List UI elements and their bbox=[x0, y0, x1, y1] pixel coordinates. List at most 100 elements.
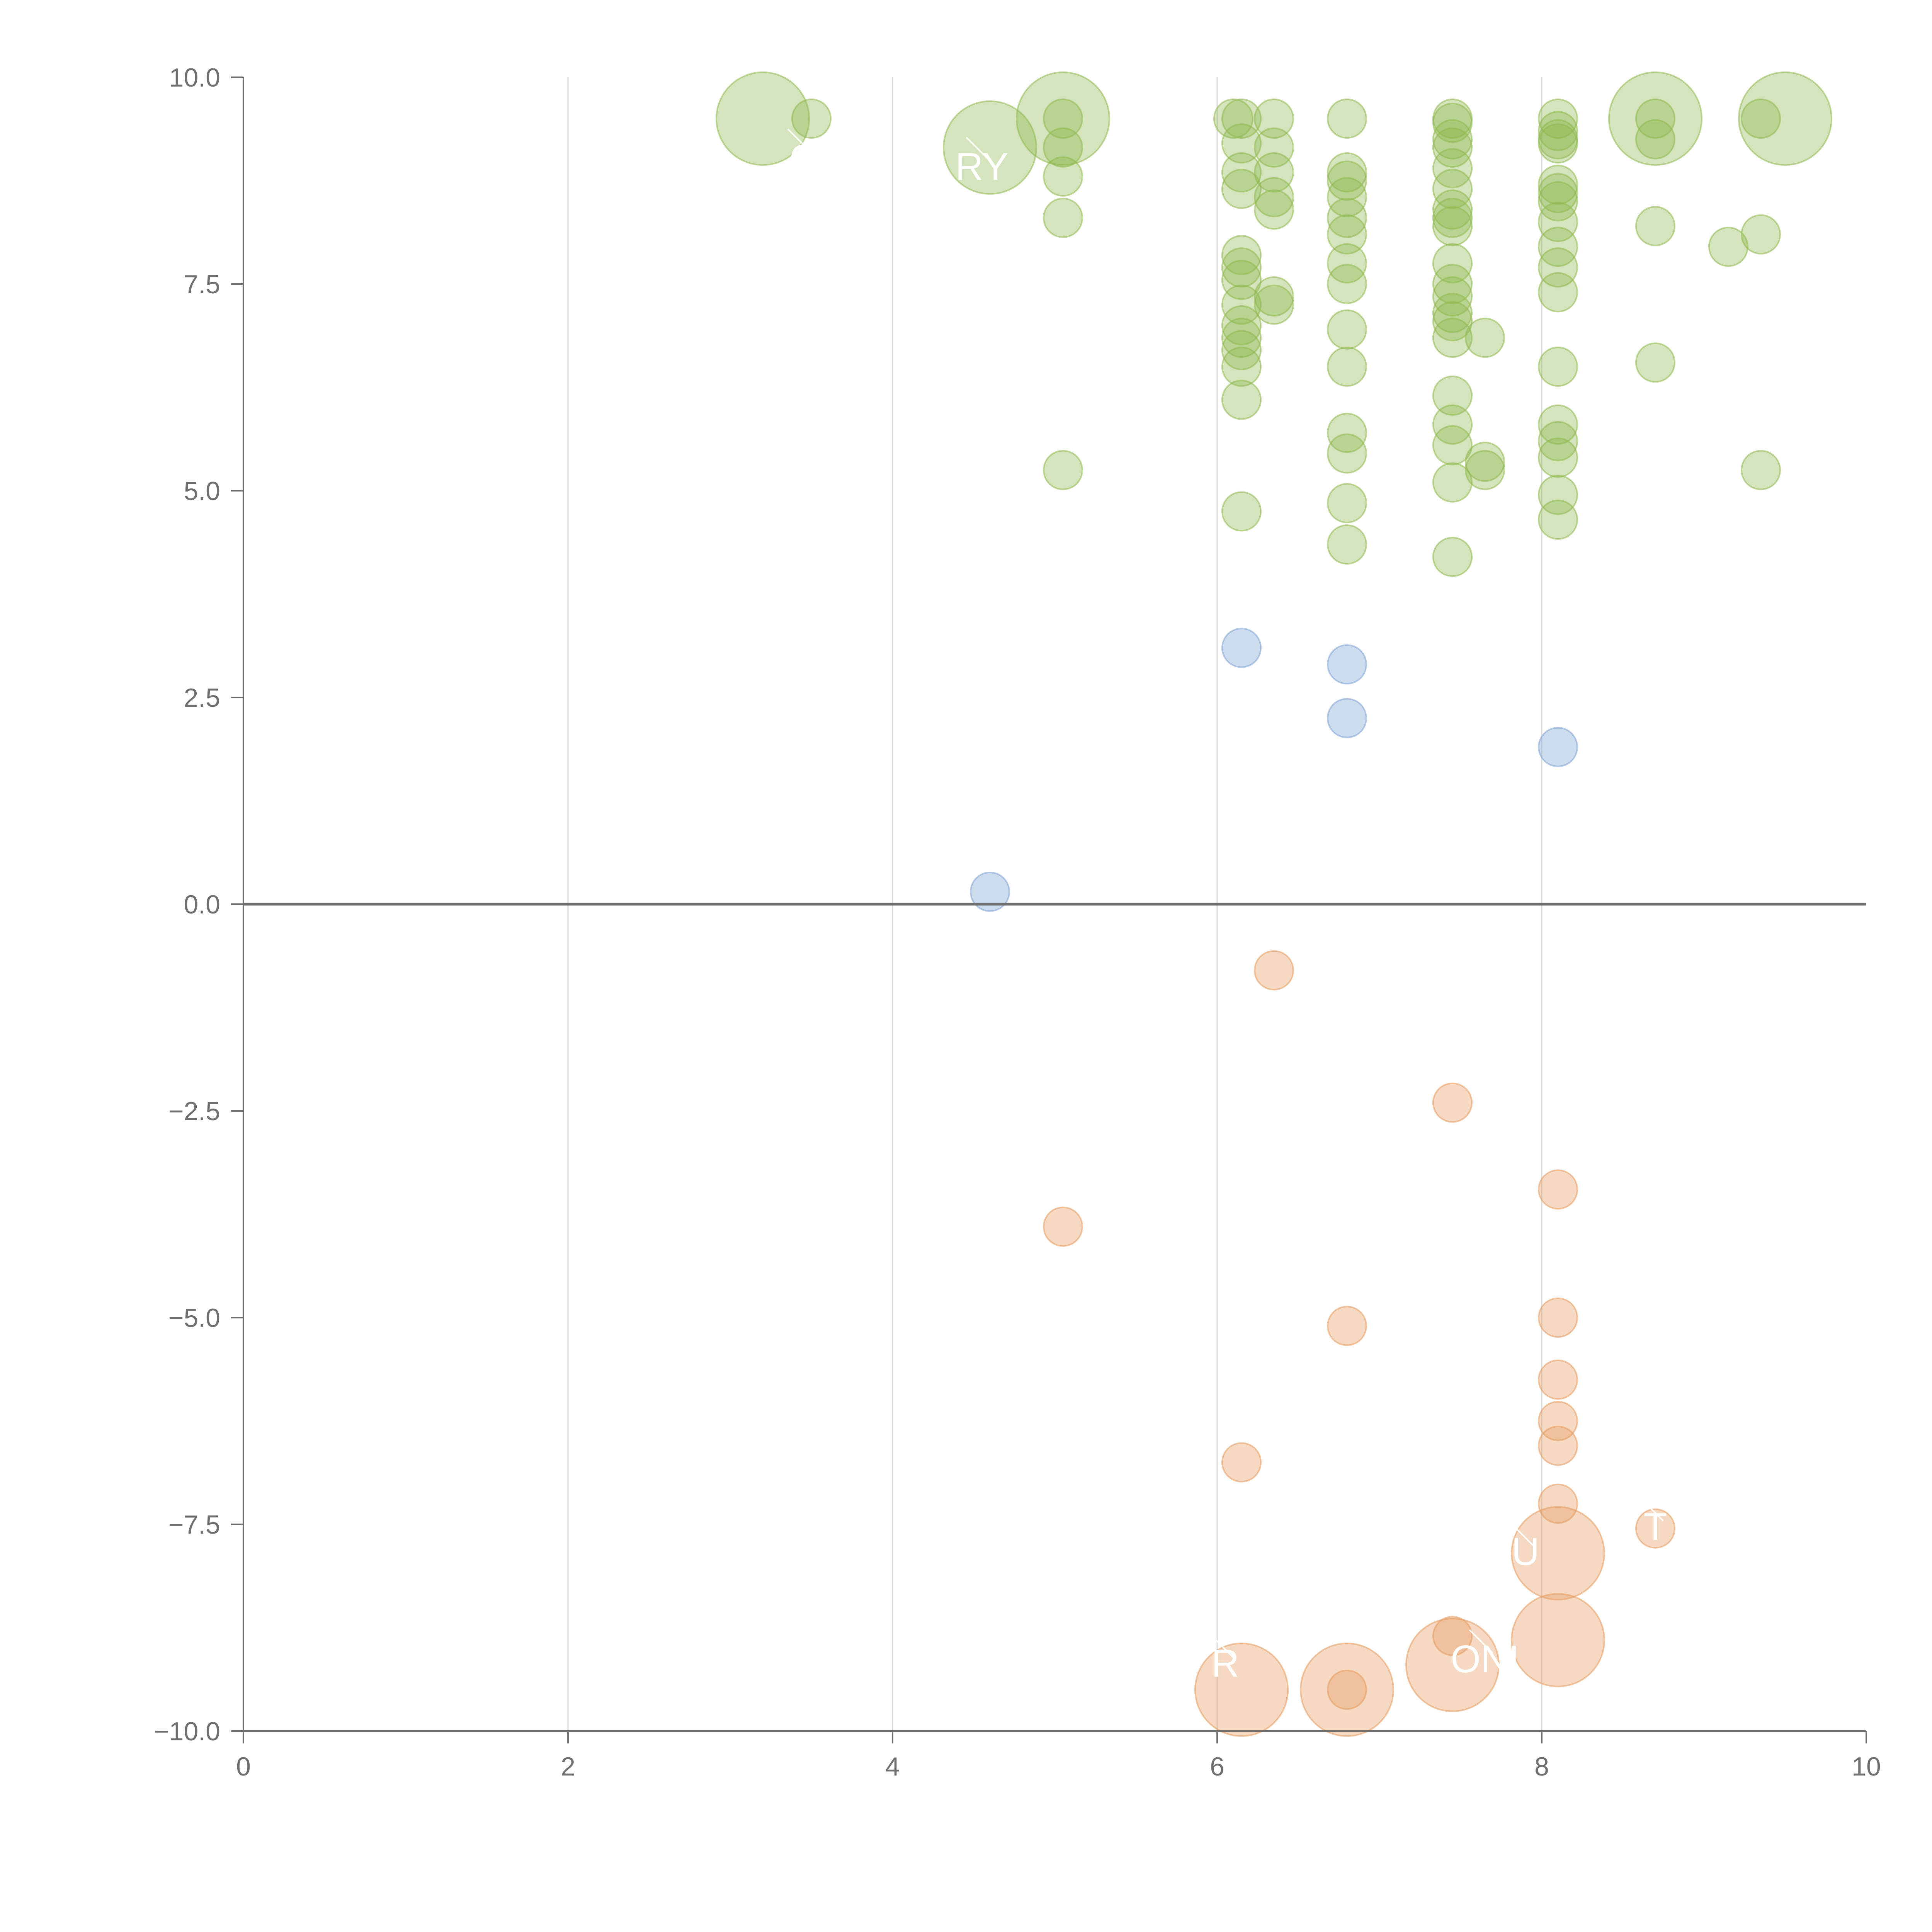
data-point-green bbox=[1538, 165, 1578, 205]
data-point-green bbox=[1432, 206, 1473, 247]
data-point-green bbox=[1221, 318, 1262, 358]
data-point-green bbox=[1741, 450, 1781, 490]
data-point-green bbox=[1221, 330, 1262, 371]
data-point-green bbox=[1538, 202, 1578, 242]
callout-leader-line bbox=[966, 136, 990, 161]
data-point-green bbox=[1432, 119, 1473, 160]
callout-label: U bbox=[1512, 1530, 1539, 1573]
data-point-green bbox=[1538, 437, 1578, 478]
data-point-green bbox=[1538, 347, 1578, 387]
y-tick-label: 0.0 bbox=[184, 890, 220, 919]
data-point-orange bbox=[1432, 1082, 1473, 1123]
data-point-green bbox=[1538, 111, 1578, 151]
data-point-green bbox=[1432, 127, 1473, 168]
data-point-green bbox=[1221, 123, 1262, 164]
data-point-green bbox=[1327, 160, 1367, 201]
data-point-green bbox=[1538, 226, 1578, 267]
data-point-orange bbox=[1511, 1506, 1605, 1600]
data-point-green bbox=[1327, 524, 1367, 565]
y-axis-ticks: 10.0 7.5 5.0 2.5 0.0 −2.5 −5.0 −7.5 −10.0 bbox=[154, 63, 243, 1746]
callout-leader-line bbox=[1639, 1497, 1664, 1522]
data-point-green bbox=[1538, 99, 1578, 139]
data-point-green bbox=[1635, 119, 1675, 160]
data-point-green bbox=[1221, 260, 1262, 300]
data-point-green bbox=[1432, 243, 1473, 284]
callout-label: T bbox=[1643, 1505, 1667, 1549]
x-tick-label: 2 bbox=[561, 1752, 575, 1781]
data-point-green bbox=[1327, 177, 1367, 218]
data-point-green bbox=[1327, 197, 1367, 238]
data-point-green bbox=[1221, 284, 1262, 325]
y-tick-label: 2.5 bbox=[184, 683, 220, 713]
callout-leader-line bbox=[1469, 1629, 1493, 1654]
callout-leader-lines bbox=[787, 128, 1664, 1658]
callout-label: RY bbox=[955, 145, 1008, 188]
data-point-green bbox=[1254, 99, 1294, 139]
data-point-green bbox=[1327, 243, 1367, 284]
x-tick-label: 4 bbox=[885, 1752, 900, 1781]
data-point-green bbox=[716, 71, 810, 166]
data-point-green bbox=[1432, 168, 1473, 209]
data-point-green bbox=[1465, 450, 1505, 490]
data-point-green bbox=[1538, 181, 1578, 221]
data-point-green bbox=[1432, 537, 1473, 577]
y-tick-label: −7.5 bbox=[168, 1510, 220, 1539]
data-point-green bbox=[1465, 318, 1505, 358]
data-point-orange bbox=[1043, 1206, 1083, 1247]
data-point-green bbox=[1254, 152, 1294, 193]
data-point-green bbox=[1741, 214, 1781, 255]
data-point-green bbox=[1432, 404, 1473, 445]
data-point-orange bbox=[1511, 1593, 1605, 1687]
data-point-blue bbox=[1327, 644, 1367, 685]
data-point-blue bbox=[1538, 727, 1578, 767]
data-point-green bbox=[1327, 152, 1367, 193]
data-point-green bbox=[1327, 99, 1367, 139]
data-point-green bbox=[1432, 189, 1473, 230]
data-point-green bbox=[1432, 102, 1473, 143]
data-point-green bbox=[1221, 379, 1262, 420]
data-point-green bbox=[1327, 309, 1367, 350]
data-point-green bbox=[1432, 276, 1473, 317]
data-point-blue bbox=[970, 871, 1010, 912]
data-point-green bbox=[1635, 206, 1675, 247]
callout-labels: C RY U T R ONI bbox=[789, 137, 1667, 1685]
data-point-orange bbox=[1538, 1298, 1578, 1338]
data-point-green bbox=[1043, 156, 1083, 197]
data-point-green bbox=[1538, 421, 1578, 461]
data-point-blue bbox=[1221, 628, 1262, 668]
y-tick-label: 10.0 bbox=[169, 63, 220, 92]
data-point-green bbox=[1221, 491, 1262, 532]
data-point-orange bbox=[1254, 950, 1294, 991]
data-point-green bbox=[1327, 433, 1367, 474]
data-point-green bbox=[1432, 425, 1473, 466]
data-point-orange bbox=[1538, 1401, 1578, 1441]
data-point-green bbox=[1538, 272, 1578, 313]
data-point-green bbox=[1254, 284, 1294, 325]
data-point-green bbox=[1327, 347, 1367, 387]
data-point-green bbox=[1221, 99, 1262, 139]
data-point-green bbox=[1043, 127, 1083, 168]
data-point-green bbox=[1741, 99, 1781, 139]
data-point-green bbox=[1738, 71, 1832, 166]
data-point-green bbox=[1635, 99, 1675, 139]
data-point-green bbox=[1327, 264, 1367, 304]
data-point-orange bbox=[1300, 1643, 1394, 1737]
callout-leader-line bbox=[1509, 1522, 1534, 1546]
callout-leader-line bbox=[787, 128, 812, 153]
data-point-green bbox=[1327, 214, 1367, 255]
data-point-green bbox=[1538, 247, 1578, 288]
data-point-orange bbox=[1538, 1483, 1578, 1524]
data-point-orange bbox=[1432, 1616, 1473, 1656]
data-point-green bbox=[1608, 71, 1702, 166]
data-point-orange bbox=[1405, 1617, 1500, 1712]
y-tick-label: 7.5 bbox=[184, 270, 220, 299]
data-point-green bbox=[1432, 197, 1473, 238]
data-point-green bbox=[1432, 301, 1473, 342]
data-points bbox=[716, 71, 1832, 1737]
x-tick-label: 0 bbox=[236, 1752, 251, 1781]
data-point-green bbox=[1432, 148, 1473, 189]
data-point-green bbox=[1016, 71, 1110, 166]
data-point-green bbox=[1221, 347, 1262, 387]
data-point-green bbox=[1432, 375, 1473, 416]
data-point-green bbox=[1221, 152, 1262, 193]
